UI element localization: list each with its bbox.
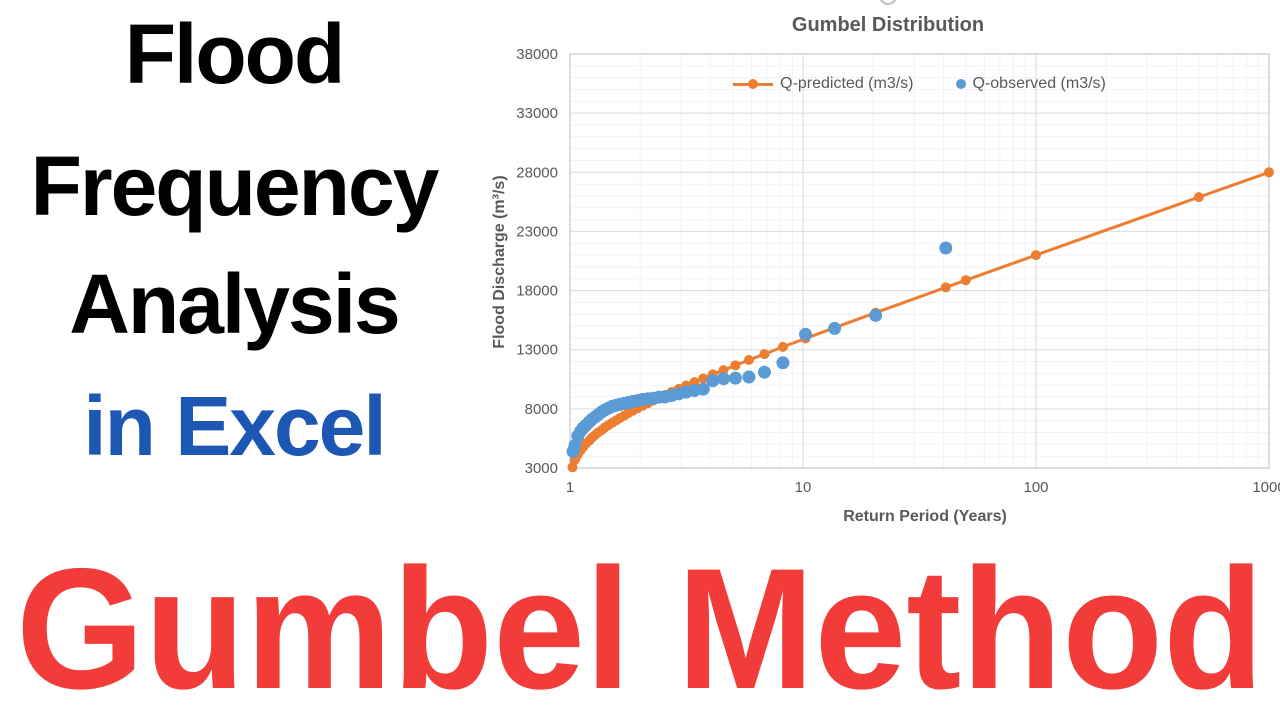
q-predicted-marker [759, 349, 770, 360]
headline-left-block: Flood Frequency Analysis in Excel [0, 0, 468, 480]
x-tick-label: 1000 [1252, 479, 1280, 496]
q-predicted-marker [1193, 192, 1204, 203]
q-predicted-marker [743, 355, 754, 366]
q-observed-dot [728, 371, 742, 385]
q-predicted-marker [960, 275, 971, 286]
q-predicted-marker [1264, 167, 1274, 178]
q-observed-dot [566, 444, 580, 458]
q-observed-dot [717, 372, 731, 386]
headline-gumbel-method: Gumbel Method [16, 533, 1264, 720]
q-observed-dot [798, 327, 812, 341]
headline-line-analysis: Analysis [69, 257, 401, 351]
legend-line-dot [748, 79, 759, 89]
q-predicted-marker [698, 373, 709, 384]
gumbel-method-banner: Gumbel Method [16, 533, 1264, 720]
y-tick-label: 13000 [516, 342, 558, 359]
legend-label-q-observed: Q-observed (m3/s) [972, 75, 1106, 92]
q-predicted-marker [730, 360, 741, 371]
legend-line-marker-swatch [733, 79, 774, 89]
q-predicted-marker [777, 341, 788, 352]
q-predicted-marker [940, 282, 951, 293]
y-tick-label: 3000 [525, 460, 558, 477]
x-tick-label: 1 [566, 479, 574, 496]
legend-label-q-predicted: Q-predicted (m3/s) [780, 75, 914, 92]
legend-item-q-observed: Q-observed (m3/s) [955, 75, 1106, 93]
q-observed-dot [869, 308, 883, 322]
q-observed-dot [706, 374, 720, 388]
y-tick-label: 28000 [516, 164, 558, 181]
legend-dot-swatch [955, 79, 966, 89]
headline-line-flood: Flood [124, 7, 346, 101]
legend-item-q-predicted: Q-predicted (m3/s) [733, 75, 914, 93]
q-observed-dot [757, 365, 771, 379]
q-predicted-marker [1031, 250, 1041, 261]
chart-legend: Q-predicted (m3/s) Q-observed (m3/s) [570, 73, 1269, 95]
x-tick-label: 100 [1023, 479, 1048, 496]
y-tick-label: 23000 [516, 223, 558, 240]
headline-bottom-block: Gumbel Method [0, 533, 1280, 720]
y-axis-title: Flood Discharge (m³/s) [491, 175, 508, 349]
y-tick-label: 33000 [516, 105, 558, 122]
plot-border [569, 53, 1270, 469]
q-observed-dot [828, 321, 842, 335]
x-tick-label: 10 [795, 479, 812, 496]
chart-title: Gumbel Distribution [791, 14, 985, 36]
excel-chart: 3000 8000 13000 18000 23000 28000 33000 38000 1 1… [480, 0, 1280, 545]
q-observed-dot [742, 370, 756, 384]
q-observed-dot [939, 241, 953, 255]
x-axis-title: Return Period (Years) [843, 508, 1007, 525]
headline-line-in-excel: in Excel [83, 379, 387, 473]
q-predicted-marker [718, 365, 729, 376]
headline-line-frequency: Frequency [30, 139, 440, 233]
q-observed-dot [776, 356, 790, 370]
q-predicted-line [571, 170, 1270, 468]
gumbel-distribution-plot: 3000 8000 13000 18000 23000 28000 33000 38000 1 1… [516, 46, 1280, 496]
y-tick-label: 18000 [516, 283, 558, 300]
y-tick-label: 38000 [516, 46, 558, 63]
y-tick-label: 8000 [525, 401, 558, 418]
